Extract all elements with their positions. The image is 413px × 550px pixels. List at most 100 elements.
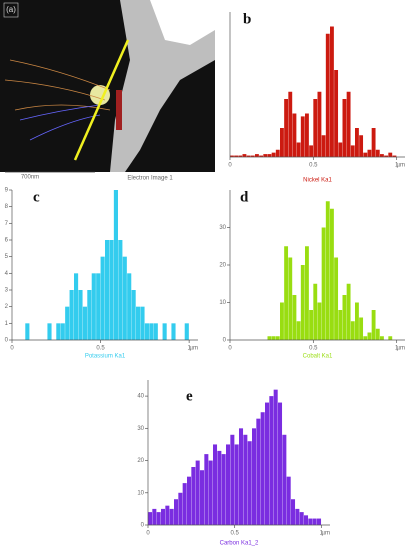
y-tick-label: 0: [223, 338, 227, 344]
x-tick-label: 0: [146, 531, 150, 537]
x-tick-label: 1: [320, 531, 324, 537]
bar: [118, 240, 123, 340]
bar: [187, 476, 192, 525]
bar: [161, 508, 166, 525]
bar: [238, 155, 243, 157]
image-traces: [4, 59, 111, 111]
y-tick-label: 5: [5, 254, 9, 260]
bar: [234, 444, 239, 525]
bar: [304, 515, 309, 525]
bar: [321, 135, 326, 157]
bar: [280, 128, 284, 157]
bar: [269, 396, 274, 525]
bar: [174, 499, 179, 525]
y-tick-label: 10: [219, 300, 226, 306]
bar: [113, 190, 118, 340]
bar: [275, 149, 280, 157]
bar: [208, 460, 213, 525]
bar: [148, 512, 153, 525]
bar: [284, 99, 289, 157]
panel-label: (a): [6, 5, 16, 14]
bar: [131, 290, 136, 340]
bar: [330, 208, 334, 340]
bar: [200, 470, 205, 525]
bar: [25, 323, 30, 340]
bar: [87, 290, 92, 340]
bar: [136, 306, 141, 340]
bar: [371, 310, 376, 340]
y-tick-label: 40: [137, 394, 144, 400]
x-tick-label: 0.5: [309, 163, 318, 169]
y-tick-label: 0: [141, 523, 145, 529]
bar: [280, 302, 284, 340]
bar: [60, 323, 65, 340]
y-tick-label: 30: [219, 225, 226, 231]
image-caption: Electron Image 1: [127, 176, 173, 182]
bar: [384, 155, 389, 157]
bar: [47, 323, 52, 340]
bar: [359, 135, 364, 157]
bar: [171, 323, 176, 340]
bar: [321, 227, 326, 340]
bar: [273, 389, 278, 525]
x-tick-label: 0: [10, 346, 14, 352]
bar: [96, 273, 101, 340]
bar: [288, 257, 293, 340]
image-blob: [150, 0, 215, 45]
x-tick-label: 0.5: [96, 346, 105, 352]
bar: [388, 336, 393, 340]
bar: [325, 201, 330, 340]
bar: [375, 328, 380, 340]
x-axis-label: Carbon Ka1_2: [220, 541, 259, 547]
panel-letter: e: [186, 388, 193, 404]
x-axis-label: Nickel Ka1: [303, 178, 332, 184]
y-tick-label: 9: [5, 188, 9, 194]
x-tick-label: 1: [187, 346, 191, 352]
bar: [247, 441, 252, 525]
bar: [367, 332, 372, 340]
bar: [56, 323, 61, 340]
bar: [255, 154, 259, 157]
bar: [309, 310, 314, 340]
bar: [242, 154, 247, 157]
y-tick-label: 20: [219, 263, 226, 269]
label-box: [3, 2, 19, 18]
bar: [317, 518, 322, 525]
bar: [299, 512, 304, 525]
scale-label: 700nm: [21, 175, 39, 181]
bar: [313, 283, 318, 340]
bar: [388, 152, 393, 157]
bar: [313, 99, 318, 157]
bar: [165, 505, 170, 525]
bar: [267, 154, 272, 157]
bar: [278, 402, 283, 525]
y-tick-label: 10: [137, 490, 144, 496]
bar: [234, 155, 239, 157]
bar: [239, 428, 244, 525]
bar: [221, 454, 226, 525]
bar: [246, 155, 251, 157]
x-tick-label: 1: [395, 163, 399, 169]
scan-line: [73, 39, 130, 161]
bar: [282, 434, 287, 525]
y-tick-label: 1: [5, 321, 9, 327]
bar: [295, 508, 300, 525]
y-tick-label: 4: [5, 271, 9, 277]
bar: [367, 149, 372, 157]
bar: [380, 336, 384, 340]
bar: [346, 283, 351, 340]
bar: [359, 317, 364, 340]
bar: [288, 91, 293, 157]
bar: [363, 336, 368, 340]
panel-letter: b: [243, 11, 251, 27]
bar: [308, 518, 313, 525]
y-tick-label: 2: [5, 304, 9, 310]
bar: [342, 295, 347, 340]
x-unit: µm: [397, 163, 405, 169]
bar: [182, 483, 187, 525]
bar: [263, 154, 268, 157]
bar: [191, 467, 196, 525]
bar: [149, 323, 154, 340]
bar: [325, 33, 330, 157]
